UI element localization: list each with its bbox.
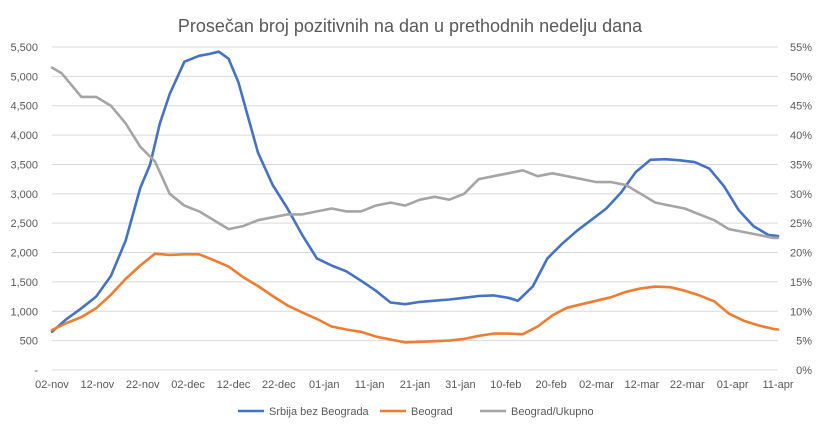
y-right-tick-label: 45%	[790, 101, 812, 113]
x-tick-label: 22-nov	[126, 379, 160, 391]
y-left-tick-label: 2,000	[10, 248, 38, 260]
x-tick-label: 11-jan	[355, 379, 385, 391]
series	[50, 50, 780, 344]
left-axis: - 500 1,000 1,500 2,000 2,500 3,000 3,500 4,000 4…	[10, 42, 38, 377]
x-tick-label: 12-dec	[217, 379, 251, 391]
x-tick-label: 11-apr	[763, 379, 794, 391]
y-left-tick-label: -	[34, 365, 38, 377]
x-axis: 02-nov 12-nov 22-nov 02-dec 12-dec 22-dec 01-j…	[35, 379, 794, 391]
chart-title: Prosečan broj pozitivnih na dan u pretho…	[178, 16, 643, 36]
y-left-tick-label: 1,500	[10, 277, 38, 289]
y-right-tick-label: 25%	[790, 218, 812, 230]
y-left-tick-label: 5,500	[10, 42, 38, 54]
x-tick-label: 02-mar	[579, 379, 614, 391]
y-right-tick-label: 0%	[796, 365, 812, 377]
y-right-tick-label: 55%	[790, 42, 812, 54]
x-tick-label: 22-dec	[262, 379, 296, 391]
y-right-tick-label: 50%	[790, 71, 812, 83]
y-left-tick-label: 3,000	[10, 189, 38, 201]
x-tick-label: 01-jan	[309, 379, 340, 391]
series-line	[50, 50, 780, 334]
y-left-tick-label: 4,000	[10, 130, 38, 142]
series-line	[50, 66, 780, 240]
y-right-tick-label: 20%	[790, 248, 812, 260]
legend: Srbija bez Beograda Beograd Beograd/Ukupno	[238, 406, 594, 418]
y-left-tick-label: 5,000	[10, 71, 38, 83]
grid	[52, 46, 778, 371]
y-right-tick-label: 10%	[790, 306, 812, 318]
y-right-tick-label: 35%	[790, 159, 812, 171]
x-tick-label: 21-jan	[400, 379, 431, 391]
series-line	[50, 252, 780, 344]
x-tick-label: 31-jan	[445, 379, 476, 391]
y-left-tick-label: 500	[20, 336, 38, 348]
right-axis: 0% 5% 10% 15% 20% 25% 30% 35% 40% 45% 50% 55%	[790, 42, 812, 377]
legend-label: Srbija bez Beograda	[269, 406, 370, 418]
x-tick-label: 12-mar	[624, 379, 659, 391]
y-left-tick-label: 2,500	[10, 218, 38, 230]
x-tick-label: 22-mar	[670, 379, 705, 391]
y-left-tick-label: 3,500	[10, 159, 38, 171]
legend-label: Beograd/Ukupno	[511, 406, 594, 418]
x-tick-label: 10-feb	[490, 379, 521, 391]
legend-label: Beograd	[411, 406, 453, 418]
y-left-tick-label: 4,500	[10, 101, 38, 113]
y-right-tick-label: 40%	[790, 130, 812, 142]
y-right-tick-label: 30%	[790, 189, 812, 201]
x-tick-label: 12-nov	[81, 379, 115, 391]
x-tick-label: 20-feb	[536, 379, 567, 391]
y-left-tick-label: 1,000	[10, 306, 38, 318]
x-tick-label: 02-nov	[35, 379, 69, 391]
x-tick-label: 02-dec	[171, 379, 205, 391]
x-tick-label: 01-apr	[717, 379, 749, 391]
y-right-tick-label: 5%	[796, 336, 812, 348]
y-right-tick-label: 15%	[790, 277, 812, 289]
